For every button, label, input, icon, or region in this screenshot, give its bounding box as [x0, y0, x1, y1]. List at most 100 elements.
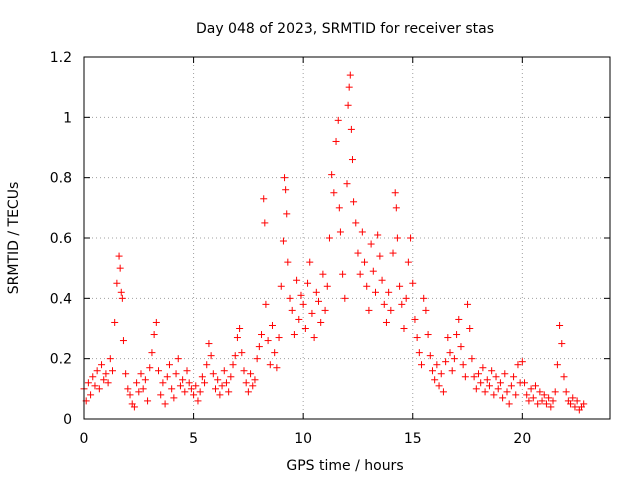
- data-point: [341, 294, 349, 302]
- data-point: [283, 210, 291, 218]
- data-point: [545, 394, 553, 402]
- data-point: [315, 297, 323, 305]
- data-point: [293, 276, 301, 284]
- data-point: [400, 325, 408, 332]
- data-point: [203, 361, 211, 369]
- data-point: [301, 325, 309, 332]
- data-point: [433, 361, 441, 369]
- data-point: [453, 331, 461, 339]
- data-point: [179, 376, 187, 384]
- data-point: [218, 382, 226, 390]
- data-point: [330, 189, 338, 197]
- data-point: [529, 394, 537, 402]
- y-tick-label: 0.2: [50, 352, 72, 368]
- data-point: [573, 397, 581, 405]
- data-point: [393, 234, 401, 242]
- data-point: [312, 288, 320, 296]
- data-point: [95, 385, 103, 393]
- data-point: [310, 334, 318, 342]
- data-point: [435, 382, 443, 390]
- data-point: [187, 385, 195, 393]
- data-point: [346, 71, 354, 79]
- data-point: [475, 370, 482, 378]
- data-point: [350, 198, 358, 206]
- data-point: [378, 276, 386, 284]
- data-point: [102, 370, 110, 378]
- data-point: [183, 367, 191, 375]
- data-point: [503, 388, 511, 396]
- data-point: [422, 306, 430, 314]
- data-point: [466, 325, 474, 332]
- data-point: [205, 340, 213, 348]
- data-point: [198, 373, 206, 381]
- data-point: [536, 388, 544, 396]
- data-point: [84, 379, 92, 387]
- data-point: [389, 249, 397, 257]
- data-point: [207, 352, 215, 360]
- data-point: [485, 382, 493, 390]
- data-point: [448, 367, 456, 375]
- data-point: [117, 288, 125, 296]
- data-point: [483, 376, 491, 384]
- data-point: [152, 318, 160, 326]
- data-point: [100, 376, 108, 384]
- data-point: [170, 394, 178, 402]
- data-point: [126, 391, 134, 399]
- data-point: [277, 282, 285, 290]
- axes: 0 5 10 15 20 0 0.2 0.4 0.6 0.8 1 1.2: [50, 50, 610, 447]
- data-point: [268, 321, 276, 329]
- data-point: [457, 343, 465, 351]
- data-point: [236, 325, 244, 332]
- data-point: [580, 400, 588, 408]
- data-point: [260, 195, 268, 203]
- data-point: [348, 156, 356, 164]
- data-point: [111, 318, 119, 326]
- data-point: [461, 373, 469, 381]
- data-point: [380, 300, 388, 308]
- data-point: [155, 367, 163, 375]
- data-point: [361, 258, 369, 266]
- data-point: [352, 219, 360, 227]
- x-axis-title: GPS time / hours: [286, 458, 403, 474]
- data-point: [418, 361, 426, 369]
- data-point: [501, 370, 509, 378]
- data-point: [339, 270, 347, 278]
- data-point: [407, 234, 415, 242]
- data-point: [426, 352, 434, 360]
- data-point: [118, 294, 126, 302]
- data-point: [196, 388, 204, 396]
- data-point: [439, 388, 447, 396]
- data-point: [157, 391, 165, 399]
- data-point: [505, 400, 513, 408]
- y-tick-label: 0.6: [50, 231, 72, 247]
- data-point: [91, 382, 99, 390]
- data-point: [551, 388, 559, 396]
- data-point: [437, 370, 445, 378]
- data-point: [507, 382, 515, 390]
- data-point: [387, 306, 395, 314]
- data-point: [98, 361, 106, 369]
- data-point: [356, 270, 364, 278]
- data-point: [264, 337, 272, 345]
- data-point: [108, 367, 116, 375]
- data-point: [553, 361, 561, 369]
- data-point: [431, 376, 439, 384]
- data-point: [168, 385, 176, 393]
- data-point: [172, 370, 180, 378]
- data-point: [444, 334, 452, 342]
- data-point: [216, 391, 224, 399]
- data-point: [194, 397, 202, 405]
- data-point: [122, 370, 130, 378]
- data-point: [391, 189, 399, 197]
- data-point: [253, 355, 261, 363]
- y-tick-label: 0.4: [50, 291, 72, 307]
- data-point: [413, 334, 421, 342]
- data-point: [242, 379, 250, 387]
- data-point: [450, 355, 458, 363]
- data-point: [220, 367, 228, 375]
- data-point: [363, 282, 371, 290]
- data-point: [288, 306, 296, 314]
- data-point: [227, 373, 235, 381]
- data-point: [540, 391, 548, 399]
- y-tick-label: 0.8: [50, 171, 72, 187]
